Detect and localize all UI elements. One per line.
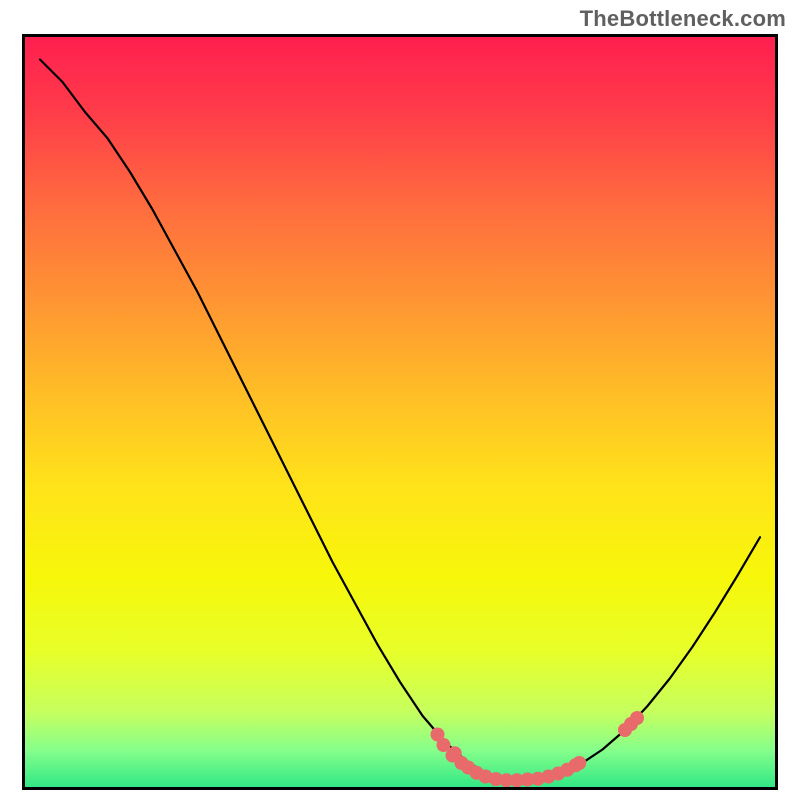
data-point-marker	[572, 756, 586, 770]
data-markers	[431, 711, 645, 787]
curve-layer	[25, 37, 775, 787]
chart-container: TheBottleneck.com	[0, 0, 800, 800]
watermark-text: TheBottleneck.com	[580, 6, 786, 32]
bottleneck-curve	[40, 60, 760, 781]
data-point-marker	[630, 711, 644, 725]
plot-area	[25, 37, 775, 787]
